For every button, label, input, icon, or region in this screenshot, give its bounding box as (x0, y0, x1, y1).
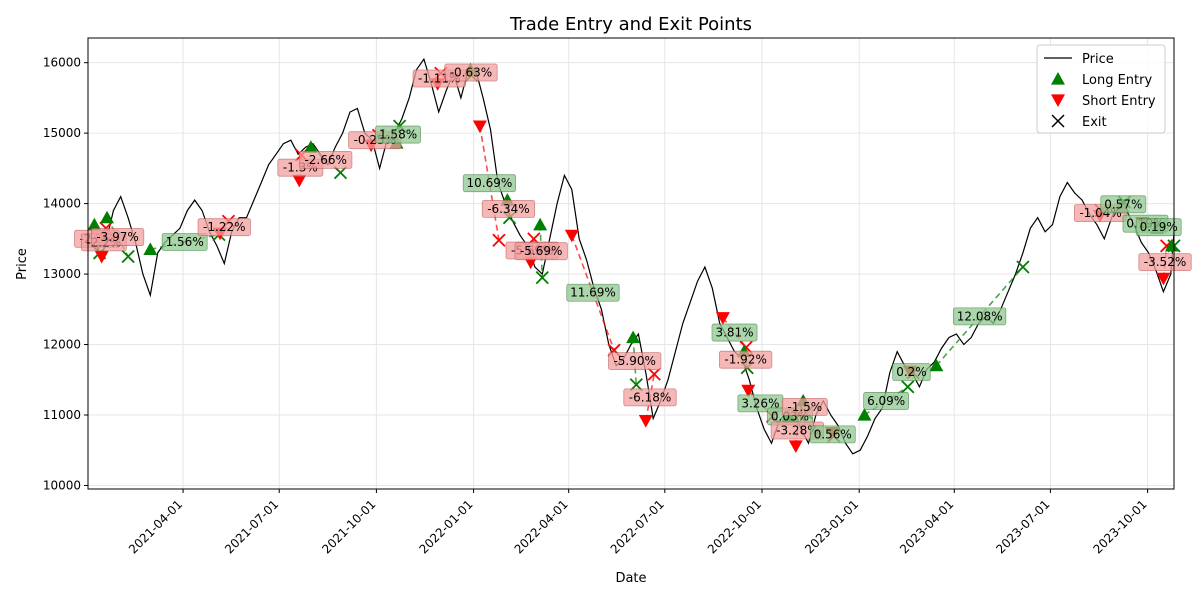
pnl-label: -3.52% (1144, 255, 1186, 269)
short-entry-marker (715, 312, 730, 325)
pnl-label-box (197, 218, 251, 237)
exit-marker (492, 233, 506, 247)
legend-label: Short Entry (1082, 94, 1156, 109)
pnl-label: 11.69% (570, 286, 616, 300)
long-entry-marker (100, 210, 115, 224)
short-entry-marker (472, 120, 487, 134)
pnl-label: -2.66% (304, 153, 346, 167)
pnl-label: -3.97% (96, 230, 138, 244)
pnl-label-box (481, 199, 536, 218)
pnl-label: -6.18% (629, 390, 671, 404)
pnl-label-box (161, 233, 208, 251)
y-tick-label: 12000 (43, 338, 81, 352)
y-tick-label: 15000 (43, 126, 81, 140)
trade-path (539, 224, 544, 278)
pnl-label-box (863, 392, 910, 410)
long-entry-marker (857, 408, 872, 421)
exit-cross-stroke (647, 367, 661, 381)
exit-marker (901, 380, 915, 394)
pnl-label: 1.58% (379, 128, 417, 142)
x-axis-label: Date (615, 571, 646, 586)
pnl-label-box (623, 388, 677, 407)
exit-cross-stroke (1016, 260, 1030, 274)
pnl-label-box (1135, 218, 1182, 237)
pnl-label-box (809, 425, 856, 444)
exit-cross-stroke (535, 270, 549, 285)
short-entry-marker (94, 250, 109, 264)
pnl-label: 12.08% (957, 309, 1003, 323)
exit-marker (121, 249, 135, 264)
legend-long-swatch (1051, 72, 1065, 85)
pnl-label-box (608, 352, 662, 370)
pnl-label-box (781, 398, 828, 416)
long-entry-marker (626, 330, 641, 344)
y-tick-label: 14000 (43, 197, 81, 211)
long-entry-marker (87, 217, 102, 231)
short-entry-marker (292, 174, 307, 188)
pnl-label: 0.2% (896, 365, 927, 379)
exit-cross-stroke (121, 249, 135, 264)
long-entry-marker (143, 242, 158, 256)
legend-label: Exit (1082, 115, 1107, 130)
pnl-label: -5.69% (520, 244, 562, 258)
pnl-label-box (1100, 195, 1147, 214)
pnl-label-box (444, 63, 498, 82)
pnl-label-box (953, 307, 1007, 326)
pnl-label: 0.19% (1140, 220, 1178, 234)
pnl-label: -1.22% (203, 220, 245, 234)
legend-label: Long Entry (1082, 73, 1152, 88)
long-entry-marker (303, 140, 318, 153)
short-entry-marker (1156, 272, 1171, 286)
pnl-label: 0.56% (814, 427, 852, 441)
legend-short-swatch (1051, 94, 1065, 107)
pnl-label: -1.92% (724, 353, 766, 367)
pnl-label: 3.26% (741, 396, 779, 410)
chart-title: Trade Entry and Exit Points (509, 14, 752, 35)
y-tick-label: 16000 (43, 56, 81, 70)
pnl-label: 0.57% (1104, 197, 1142, 211)
pnl-label: 1.56% (166, 235, 204, 249)
y-tick-label: 10000 (43, 478, 81, 492)
pnl-label: -5.90% (613, 354, 655, 368)
legend-box (1036, 44, 1166, 134)
pnl-label-box (299, 151, 353, 169)
pnl-label-box (1138, 253, 1192, 271)
trade-annotations-layer: -2.2%-2.2%-3.97%1.56%-1.22%-1.3%-2.66%-0… (74, 63, 1192, 444)
plot-frame (87, 37, 1175, 490)
exit-marker (1016, 260, 1030, 274)
exit-cross-stroke (901, 380, 915, 394)
pnl-label: -1.5% (787, 400, 822, 414)
long-entry-marker (929, 358, 944, 372)
pnl-label-box (892, 363, 931, 381)
pnl-label-box (514, 242, 568, 261)
pnl-label-box (462, 174, 517, 193)
exit-cross-stroke (492, 233, 506, 247)
exit-marker (647, 367, 661, 381)
pnl-label: -0.63% (450, 66, 492, 80)
y-axis-label: Price (15, 248, 30, 280)
pnl-label-box (566, 283, 620, 302)
pnl-label: -6.34% (487, 202, 529, 216)
short-entry-marker (564, 229, 579, 243)
short-entry-marker (741, 384, 756, 398)
pnl-label-box (375, 125, 421, 144)
pnl-label-box (719, 350, 773, 369)
short-entry-marker (788, 440, 803, 454)
pnl-label: 6.09% (867, 394, 905, 408)
y-tick-label: 13000 (43, 267, 81, 281)
long-entry-marker (533, 217, 548, 231)
pnl-label-box (90, 228, 145, 246)
legend-label: Price (1082, 52, 1114, 67)
short-entry-marker (638, 415, 653, 428)
pnl-label: 3.81% (715, 326, 753, 340)
legend: Price Long Entry Short Entry Exit (1036, 44, 1166, 134)
y-tick-label: 11000 (43, 408, 81, 422)
pnl-label-box (711, 323, 758, 342)
pnl-label: -3.28% (776, 424, 818, 438)
pnl-label: 10.69% (467, 176, 513, 190)
legend-exit-swatch (1051, 114, 1065, 128)
exit-marker (535, 270, 549, 285)
legend-exit-stroke (1051, 114, 1065, 128)
